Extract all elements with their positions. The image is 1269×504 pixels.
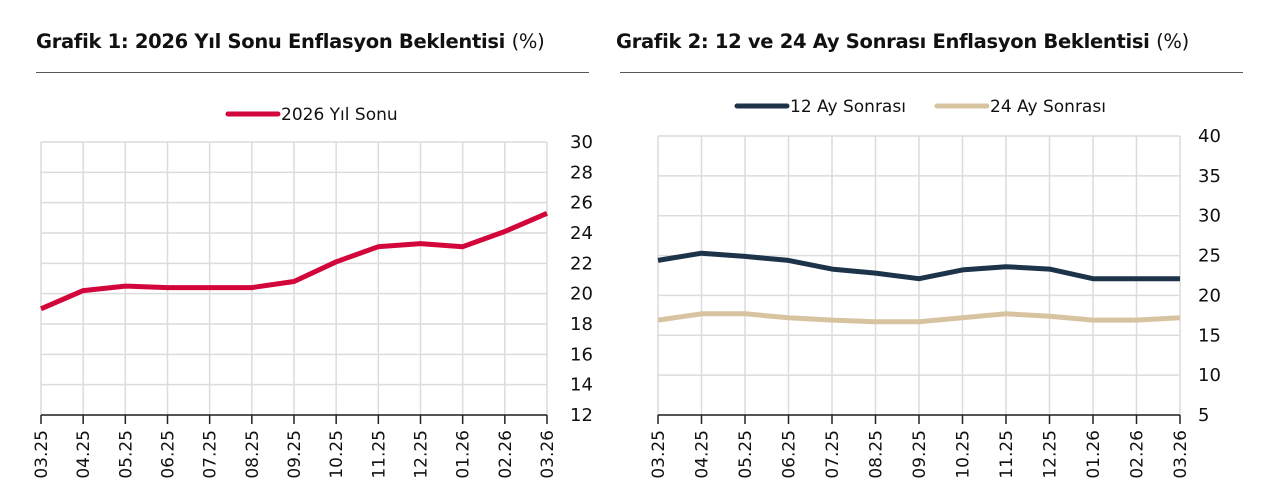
x-tick-label: 04.25 — [74, 430, 94, 479]
x-tick-label: 11.25 — [369, 430, 389, 479]
x-tick-label: 07.25 — [201, 430, 221, 479]
series-line-0 — [657, 250, 1180, 282]
x-tick-label: 10.25 — [954, 430, 974, 479]
y-tick-label: 35 — [1198, 166, 1221, 187]
x-tick-label: 02.26 — [496, 430, 516, 479]
legend-label: 24 Ay Sonrası — [990, 97, 1106, 117]
x-tick-label: 12.25 — [412, 430, 432, 479]
x-tick-label: 03.25 — [649, 430, 669, 479]
y-tick-label: 25 — [1198, 246, 1221, 267]
x-tick-label: 09.25 — [910, 430, 930, 479]
x-tick-label: 11.25 — [997, 430, 1017, 479]
y-tick-label: 30 — [570, 132, 593, 153]
series-line-0 — [40, 211, 548, 312]
x-tick-label: 03.26 — [538, 430, 558, 479]
x-tick-label: 01.26 — [1084, 430, 1104, 479]
chart-1-title: Grafik 1: 2026 Yıl Sonu Enflasyon Beklen… — [36, 30, 545, 53]
y-axis-right: 12 14 16 18 20 22 24 26 28 30 — [570, 132, 593, 426]
series-line-1 — [657, 311, 1181, 325]
y-tick-label: 22 — [570, 253, 593, 274]
y-tick-label: 20 — [1198, 285, 1221, 306]
legend: 12 Ay Sonrası 24 Ay Sonrası — [734, 97, 1106, 117]
grid-lines — [657, 135, 1181, 416]
y-tick-label: 14 — [570, 375, 593, 396]
chart-1-plot: 03.25 04.25 05.25 06.25 07.25 08.25 09.25 10.25… — [32, 105, 593, 479]
x-tick-label: 06.25 — [159, 430, 179, 479]
x-tick-label: 07.25 — [823, 430, 843, 479]
chart-2-title-rule — [620, 72, 1243, 73]
y-tick-label: 16 — [570, 344, 593, 365]
y-tick-label: 18 — [570, 314, 593, 335]
x-tick-label: 10.25 — [327, 430, 347, 479]
legend-label: 12 Ay Sonrası — [790, 97, 906, 117]
legend: 2026 Yıl Sonu — [225, 105, 398, 125]
x-tick-label: 03.25 — [32, 430, 52, 479]
chart-1-title-rule — [36, 72, 589, 73]
x-tick-label: 05.25 — [736, 430, 756, 479]
grid-lines — [40, 141, 548, 416]
x-tick-label: 06.25 — [780, 430, 800, 479]
x-tick-label: 12.25 — [1041, 430, 1061, 479]
x-tick-label: 08.25 — [867, 430, 887, 479]
y-tick-label: 24 — [570, 223, 593, 244]
x-tick-label: 05.25 — [116, 430, 136, 479]
x-axis: 03.25 04.25 05.25 06.25 07.25 08.25 09.25 10.25… — [32, 414, 558, 479]
y-tick-label: 20 — [570, 284, 593, 305]
y-tick-label: 26 — [570, 193, 593, 214]
x-tick-label: 08.25 — [243, 430, 263, 479]
x-tick-label: 04.25 — [693, 430, 713, 479]
y-tick-label: 10 — [1198, 365, 1221, 386]
x-tick-label: 01.26 — [454, 430, 474, 479]
y-tick-label: 40 — [1198, 126, 1221, 147]
y-tick-label: 15 — [1198, 325, 1221, 346]
y-tick-label: 30 — [1198, 206, 1221, 227]
x-tick-label: 09.25 — [285, 430, 305, 479]
y-axis-right: 5 10 15 20 25 30 35 40 — [1198, 126, 1221, 426]
y-tick-label: 12 — [570, 405, 593, 426]
x-axis: 03.25 04.25 05.25 06.25 07.25 08.25 09.25 10.25… — [649, 414, 1191, 479]
x-tick-label: 03.26 — [1171, 430, 1191, 479]
x-tick-label: 02.26 — [1128, 430, 1148, 479]
y-tick-label: 5 — [1198, 405, 1209, 426]
y-tick-label: 28 — [570, 162, 593, 183]
legend-label: 2026 Yıl Sonu — [281, 105, 398, 125]
chart-2-title: Grafik 2: 12 ve 24 Ay Sonrası Enflasyon … — [616, 30, 1189, 53]
